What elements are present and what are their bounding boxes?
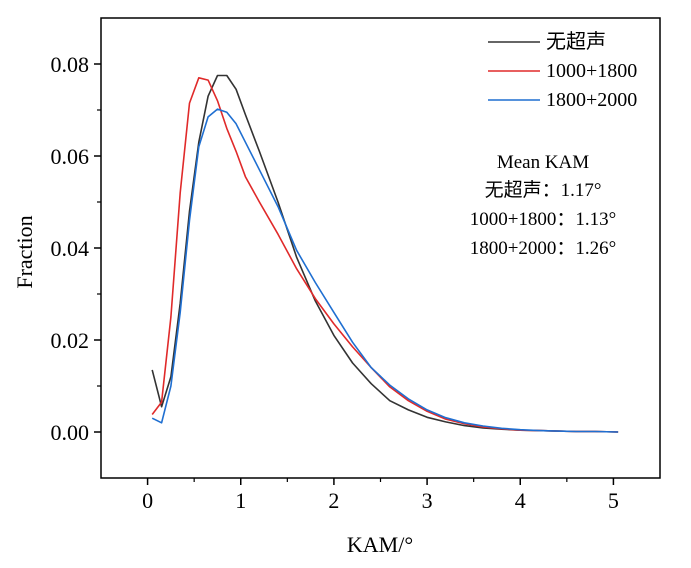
legend: 无超声 1000+1800 1800+2000 xyxy=(488,30,637,111)
mean-kam-annotation: Mean KAM 无超声：1.17° 1000+1800：1.13° 1800+200… xyxy=(470,152,617,259)
y-tick-label: 0.06 xyxy=(51,144,90,169)
legend-label-1: 无超声 xyxy=(546,30,606,53)
annotation-line-2: 1000+1800：1.13° xyxy=(470,209,617,230)
x-tick-label: 0 xyxy=(142,488,153,513)
y-tick-label: 0.02 xyxy=(51,328,90,353)
y-tick-label: 0.08 xyxy=(51,52,90,77)
x-axis-label: KAM/° xyxy=(347,532,413,557)
x-tick-label: 5 xyxy=(608,488,619,513)
annotation-title: Mean KAM xyxy=(497,152,589,173)
annotation-line-3: 1800+2000：1.26° xyxy=(470,238,617,259)
series-lines xyxy=(151,74,619,433)
axes: 0 1 2 3 4 5 0.00 0.02 0.04 0.06 0.08 xyxy=(51,17,661,513)
legend-label-3: 1800+2000 xyxy=(546,89,637,111)
y-tick-label: 0.04 xyxy=(51,236,90,261)
x-tick-label: 2 xyxy=(328,488,339,513)
x-tick-label: 1 xyxy=(235,488,246,513)
y-axis-label: Fraction xyxy=(12,215,37,288)
y-tick-label: 0.00 xyxy=(51,420,90,445)
annotation-line-1: 无超声：1.17° xyxy=(485,179,602,201)
x-tick-label: 3 xyxy=(422,488,433,513)
series-line-3 xyxy=(151,108,619,433)
x-tick-label: 4 xyxy=(515,488,526,513)
legend-label-2: 1000+1800 xyxy=(546,60,637,82)
